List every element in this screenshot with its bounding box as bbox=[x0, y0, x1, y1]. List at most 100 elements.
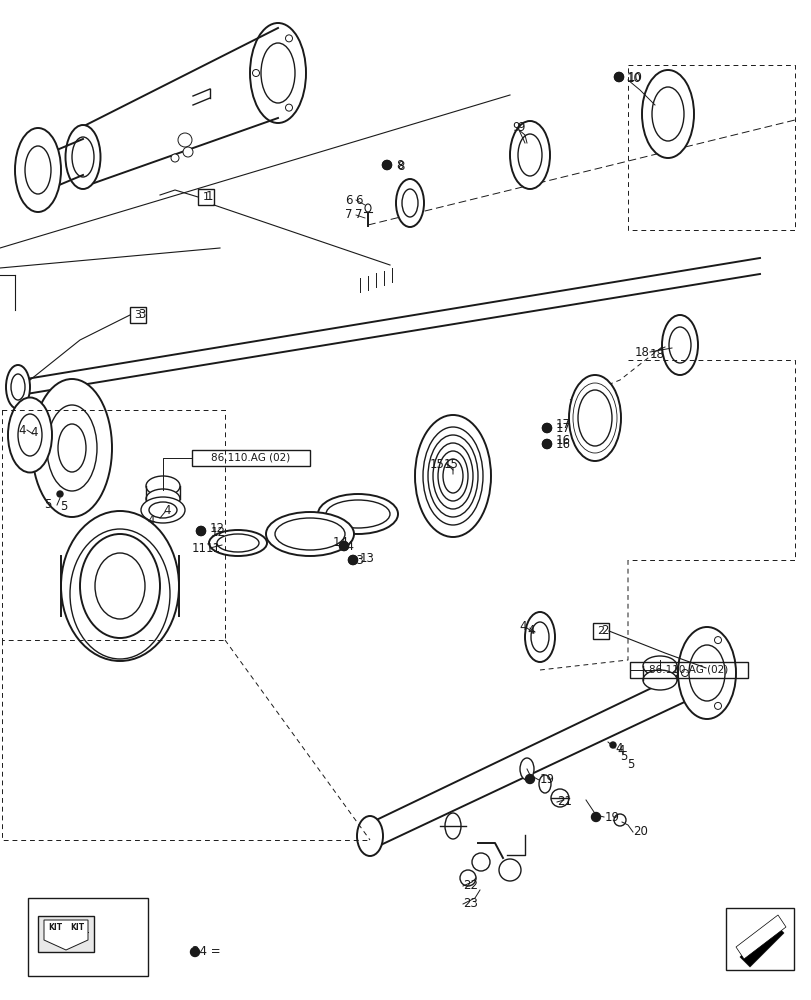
Text: 2: 2 bbox=[597, 626, 604, 636]
Ellipse shape bbox=[357, 816, 383, 856]
Text: 10: 10 bbox=[626, 72, 641, 85]
Text: 11: 11 bbox=[191, 542, 207, 554]
Circle shape bbox=[614, 73, 623, 82]
Text: 16: 16 bbox=[556, 434, 570, 448]
Ellipse shape bbox=[680, 670, 688, 676]
Polygon shape bbox=[739, 923, 783, 967]
Ellipse shape bbox=[72, 137, 94, 177]
Polygon shape bbox=[44, 920, 88, 950]
Bar bbox=[130, 307, 146, 323]
Text: 4: 4 bbox=[519, 620, 526, 634]
Ellipse shape bbox=[569, 375, 620, 461]
Text: 18: 18 bbox=[649, 349, 664, 361]
Text: 86.110.AG (02): 86.110.AG (02) bbox=[649, 665, 727, 675]
Ellipse shape bbox=[318, 494, 397, 534]
Ellipse shape bbox=[396, 179, 423, 227]
Ellipse shape bbox=[651, 87, 683, 141]
Ellipse shape bbox=[178, 133, 191, 147]
Circle shape bbox=[339, 542, 348, 550]
Text: 4: 4 bbox=[18, 424, 25, 436]
Ellipse shape bbox=[61, 511, 178, 661]
Ellipse shape bbox=[539, 775, 551, 793]
Ellipse shape bbox=[217, 534, 259, 552]
Ellipse shape bbox=[182, 147, 193, 157]
Ellipse shape bbox=[661, 315, 697, 375]
Circle shape bbox=[542, 424, 551, 432]
Bar bbox=[198, 189, 214, 205]
Circle shape bbox=[590, 812, 600, 821]
Text: 6: 6 bbox=[345, 194, 353, 207]
Polygon shape bbox=[38, 916, 94, 952]
Ellipse shape bbox=[32, 379, 112, 517]
Text: 5: 5 bbox=[60, 499, 67, 512]
Text: 9: 9 bbox=[512, 121, 519, 134]
Ellipse shape bbox=[146, 489, 180, 509]
Bar bbox=[191, 450, 310, 466]
Ellipse shape bbox=[414, 415, 491, 537]
Ellipse shape bbox=[141, 497, 185, 523]
Text: KIT: KIT bbox=[48, 923, 62, 932]
Ellipse shape bbox=[6, 365, 30, 409]
Ellipse shape bbox=[365, 204, 371, 212]
Ellipse shape bbox=[642, 656, 676, 676]
Text: 4: 4 bbox=[616, 744, 624, 756]
Ellipse shape bbox=[642, 70, 693, 158]
Text: 7: 7 bbox=[354, 209, 362, 222]
Ellipse shape bbox=[275, 518, 345, 550]
Ellipse shape bbox=[266, 512, 354, 556]
Ellipse shape bbox=[285, 104, 292, 111]
Text: 9: 9 bbox=[517, 121, 524, 134]
Text: 21: 21 bbox=[556, 795, 571, 808]
Ellipse shape bbox=[171, 154, 178, 162]
Text: 20: 20 bbox=[633, 825, 647, 838]
Ellipse shape bbox=[499, 859, 521, 881]
Text: 13: 13 bbox=[359, 552, 375, 564]
Text: 6: 6 bbox=[354, 194, 362, 207]
Text: 4: 4 bbox=[163, 504, 170, 516]
Ellipse shape bbox=[95, 553, 145, 619]
Text: 17: 17 bbox=[556, 422, 570, 434]
Text: 1: 1 bbox=[202, 192, 209, 202]
Circle shape bbox=[191, 947, 200, 956]
Ellipse shape bbox=[509, 121, 549, 189]
Text: 2: 2 bbox=[600, 624, 607, 638]
Text: 17: 17 bbox=[556, 418, 570, 432]
Ellipse shape bbox=[25, 146, 51, 194]
Ellipse shape bbox=[285, 35, 292, 42]
Text: 8: 8 bbox=[396, 159, 403, 172]
Ellipse shape bbox=[8, 397, 52, 473]
Circle shape bbox=[609, 742, 616, 748]
Polygon shape bbox=[735, 915, 785, 959]
Ellipse shape bbox=[525, 612, 554, 662]
Ellipse shape bbox=[18, 414, 42, 456]
Text: 22: 22 bbox=[462, 879, 478, 892]
Circle shape bbox=[57, 491, 63, 497]
Text: 19: 19 bbox=[539, 773, 554, 786]
Ellipse shape bbox=[551, 789, 569, 807]
Bar bbox=[725, 908, 793, 970]
Text: 14: 14 bbox=[333, 536, 351, 550]
Ellipse shape bbox=[146, 476, 180, 496]
Text: 12: 12 bbox=[211, 526, 225, 538]
Text: 86.110.AG (02): 86.110.AG (02) bbox=[211, 453, 290, 463]
Text: 18: 18 bbox=[634, 346, 649, 359]
Ellipse shape bbox=[444, 813, 461, 839]
Text: 5: 5 bbox=[45, 498, 52, 512]
Ellipse shape bbox=[668, 327, 690, 363]
Text: 4: 4 bbox=[148, 514, 155, 526]
Ellipse shape bbox=[519, 758, 534, 780]
Circle shape bbox=[339, 542, 348, 550]
Ellipse shape bbox=[714, 702, 721, 709]
Ellipse shape bbox=[58, 424, 86, 472]
Circle shape bbox=[614, 73, 623, 82]
Text: KIT: KIT bbox=[70, 923, 84, 932]
Ellipse shape bbox=[471, 853, 489, 871]
Bar bbox=[28, 898, 148, 976]
Ellipse shape bbox=[613, 814, 625, 826]
Text: 3: 3 bbox=[135, 310, 141, 320]
Circle shape bbox=[196, 526, 205, 536]
Ellipse shape bbox=[47, 405, 97, 491]
Circle shape bbox=[382, 161, 391, 170]
Text: 15: 15 bbox=[444, 458, 458, 472]
Ellipse shape bbox=[577, 390, 611, 446]
